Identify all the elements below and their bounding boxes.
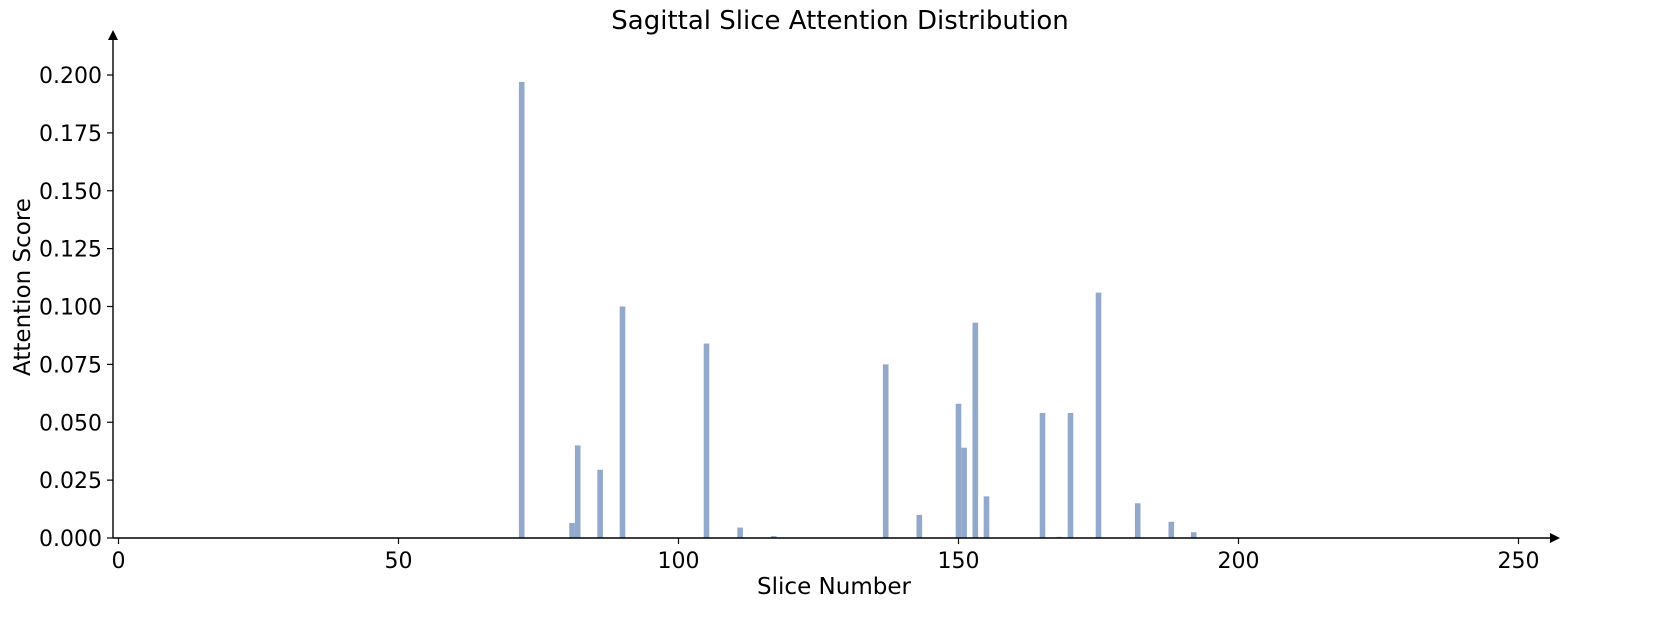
bars-group [518,81,1197,538]
y-tick-label: 0.075 [39,353,102,378]
y-tick-label: 0.025 [39,469,102,494]
bar-slice-170 [1067,412,1074,538]
bar-slice-90 [619,306,626,538]
bar-slice-111 [737,527,743,538]
y-tick-label: 0.125 [39,238,102,263]
x-tick-label: 150 [938,549,980,574]
bar-slice-192 [1190,532,1197,538]
chart-title: Sagittal Slice Attention Distribution [611,6,1068,36]
y-tick-label: 0.100 [39,296,102,321]
bar-slice-81 [569,522,575,538]
x-axis-ticks: 0 50 100 150 200 250 [112,538,1540,574]
y-tick-label: 0.050 [39,411,102,436]
y-tick-label: 0.150 [39,180,102,205]
bar-slice-143 [916,514,923,538]
x-tick-label: 0 [112,549,126,574]
bar-slice-137 [882,364,889,538]
x-tick-label: 100 [658,549,700,574]
bar-slice-153 [972,322,979,538]
bar-slice-188 [1168,521,1175,538]
bar-slice-117 [770,536,777,538]
bar-slice-175 [1095,292,1102,538]
y-axis-ticks: 0.000 0.025 0.050 0.075 0.100 0.125 0.150 0.175… [39,64,113,552]
y-axis-arrow [108,30,118,40]
y-axis-label: Attention Score [10,198,36,376]
bar-slice-182 [1134,503,1141,538]
x-axis-arrow [1550,533,1560,543]
bar-slice-82 [574,445,581,538]
x-axis-label: Slice Number [757,574,911,600]
bar-slice-86 [597,469,603,538]
bar-slice-72 [518,81,525,538]
y-tick-label: 0.000 [39,527,102,552]
bar-slice-155 [983,496,990,538]
bar-slice-165 [1039,412,1046,538]
y-tick-label: 0.200 [39,64,102,89]
x-tick-label: 200 [1218,549,1260,574]
bar-slice-150 [955,403,962,538]
y-tick-label: 0.175 [39,122,102,147]
bar-slice-105 [703,343,710,538]
bar-slice-151 [961,447,967,538]
x-tick-label: 50 [385,549,413,574]
x-tick-label: 250 [1498,549,1540,574]
